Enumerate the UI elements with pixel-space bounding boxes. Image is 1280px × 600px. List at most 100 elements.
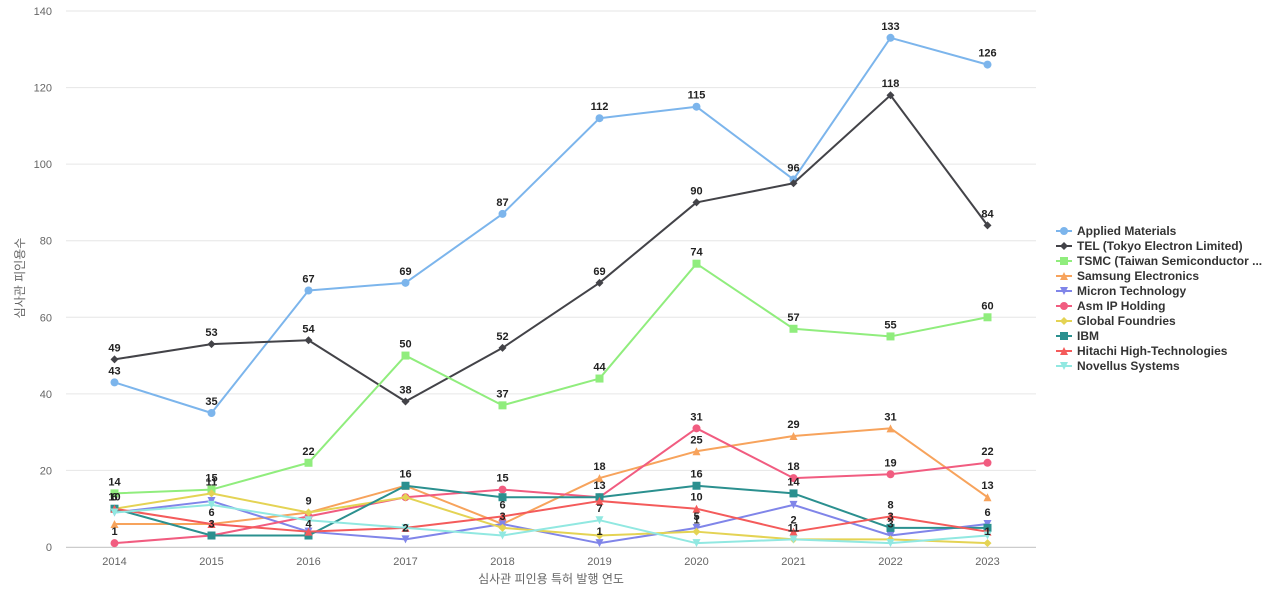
data-point[interactable] [207, 520, 216, 529]
data-point[interactable] [789, 324, 798, 333]
data-point[interactable] [983, 458, 992, 467]
data-point[interactable] [401, 493, 410, 502]
series-line[interactable] [114, 94, 989, 403]
data-point[interactable] [692, 527, 701, 536]
series-line[interactable] [114, 427, 988, 545]
series-line[interactable] [114, 36, 988, 414]
legend-item[interactable]: Novellus Systems [1056, 359, 1180, 373]
y-tick-label: 80 [40, 236, 52, 248]
data-point[interactable] [498, 493, 507, 502]
data-point[interactable] [692, 102, 701, 111]
data-point[interactable] [110, 489, 119, 498]
data-point[interactable] [595, 497, 604, 506]
data-point[interactable] [983, 313, 992, 322]
legend-item[interactable]: Global Foundries [1056, 314, 1176, 328]
data-point[interactable] [401, 278, 410, 287]
data-point[interactable] [789, 179, 798, 188]
data-point[interactable] [498, 343, 507, 352]
legend-item[interactable]: Hitachi High-Technologies [1056, 344, 1228, 358]
data-point[interactable] [595, 531, 604, 540]
legend-item[interactable]: TEL (Tokyo Electron Limited) [1056, 239, 1243, 253]
data-point[interactable] [110, 508, 119, 517]
data-point[interactable] [498, 512, 507, 521]
series-line[interactable] [114, 503, 988, 545]
data-label: 118 [882, 78, 900, 90]
data-point[interactable] [789, 474, 798, 483]
data-point[interactable] [304, 458, 313, 467]
data-point[interactable] [207, 489, 216, 498]
data-point[interactable] [110, 355, 119, 364]
data-point[interactable] [886, 33, 895, 42]
series-line[interactable] [114, 427, 989, 526]
data-point[interactable] [401, 535, 410, 544]
data-point[interactable] [983, 221, 992, 230]
legend-item[interactable]: Samsung Electronics [1056, 269, 1199, 283]
data-point[interactable] [886, 470, 895, 479]
series-line[interactable] [114, 484, 988, 537]
data-point[interactable] [595, 114, 604, 123]
data-point[interactable] [498, 531, 507, 540]
legend-item[interactable]: TSMC (Taiwan Semiconductor ... [1056, 254, 1262, 268]
legend-item[interactable]: Asm IP Holding [1056, 299, 1165, 313]
data-point[interactable] [207, 531, 216, 540]
legend-item[interactable]: Micron Technology [1056, 284, 1186, 298]
series-line[interactable] [114, 492, 988, 545]
data-point[interactable] [401, 523, 410, 532]
data-point[interactable] [110, 378, 119, 387]
legend-item[interactable]: IBM [1056, 329, 1099, 343]
data-point[interactable] [498, 485, 507, 494]
data-point[interactable] [401, 351, 410, 360]
data-point[interactable] [692, 481, 701, 490]
data-point[interactable] [692, 504, 701, 513]
data-point[interactable] [692, 447, 701, 456]
legend-marker [1060, 317, 1068, 325]
data-point[interactable] [789, 535, 798, 544]
data-point[interactable] [498, 209, 507, 218]
data-point[interactable] [304, 516, 313, 525]
data-point[interactable] [983, 531, 992, 540]
data-point[interactable] [207, 409, 216, 417]
data-point[interactable] [886, 512, 895, 521]
data-point[interactable] [692, 539, 701, 548]
data-point[interactable] [304, 286, 313, 295]
data-label: 25 [690, 434, 702, 446]
data-point[interactable] [983, 60, 992, 69]
data-point[interactable] [789, 500, 798, 509]
data-point[interactable] [886, 539, 895, 548]
data-point[interactable] [304, 527, 313, 536]
data-point[interactable] [595, 474, 604, 483]
data-point[interactable] [110, 520, 119, 529]
series-line[interactable] [114, 500, 988, 545]
data-point[interactable] [789, 431, 798, 440]
data-point[interactable] [110, 539, 119, 548]
legend-item[interactable]: Applied Materials [1056, 224, 1177, 238]
data-point[interactable] [207, 500, 216, 509]
data-point[interactable] [692, 198, 701, 207]
data-point[interactable] [886, 523, 895, 532]
data-point[interactable] [789, 527, 798, 536]
legend-label: Micron Technology [1077, 284, 1186, 298]
data-point[interactable] [304, 508, 313, 517]
data-point[interactable] [789, 489, 798, 498]
data-point[interactable] [595, 516, 604, 525]
data-point[interactable] [983, 539, 992, 548]
series-line[interactable] [114, 262, 988, 495]
data-point[interactable] [595, 374, 604, 383]
data-point[interactable] [595, 539, 604, 548]
series-line[interactable] [114, 500, 988, 533]
data-point[interactable] [401, 481, 410, 490]
data-point[interactable] [692, 259, 701, 268]
data-point[interactable] [886, 424, 895, 433]
data-point[interactable] [498, 401, 507, 410]
data-point[interactable] [207, 340, 216, 349]
data-point[interactable] [401, 397, 410, 406]
data-point[interactable] [886, 332, 895, 341]
data-point[interactable] [983, 493, 992, 502]
data-point[interactable] [498, 523, 507, 532]
data-point[interactable] [692, 424, 701, 433]
data-point[interactable] [304, 336, 313, 345]
y-axis-title: 심사관 피인용수 [13, 238, 27, 319]
data-point[interactable] [886, 91, 895, 100]
data-point[interactable] [595, 278, 604, 287]
